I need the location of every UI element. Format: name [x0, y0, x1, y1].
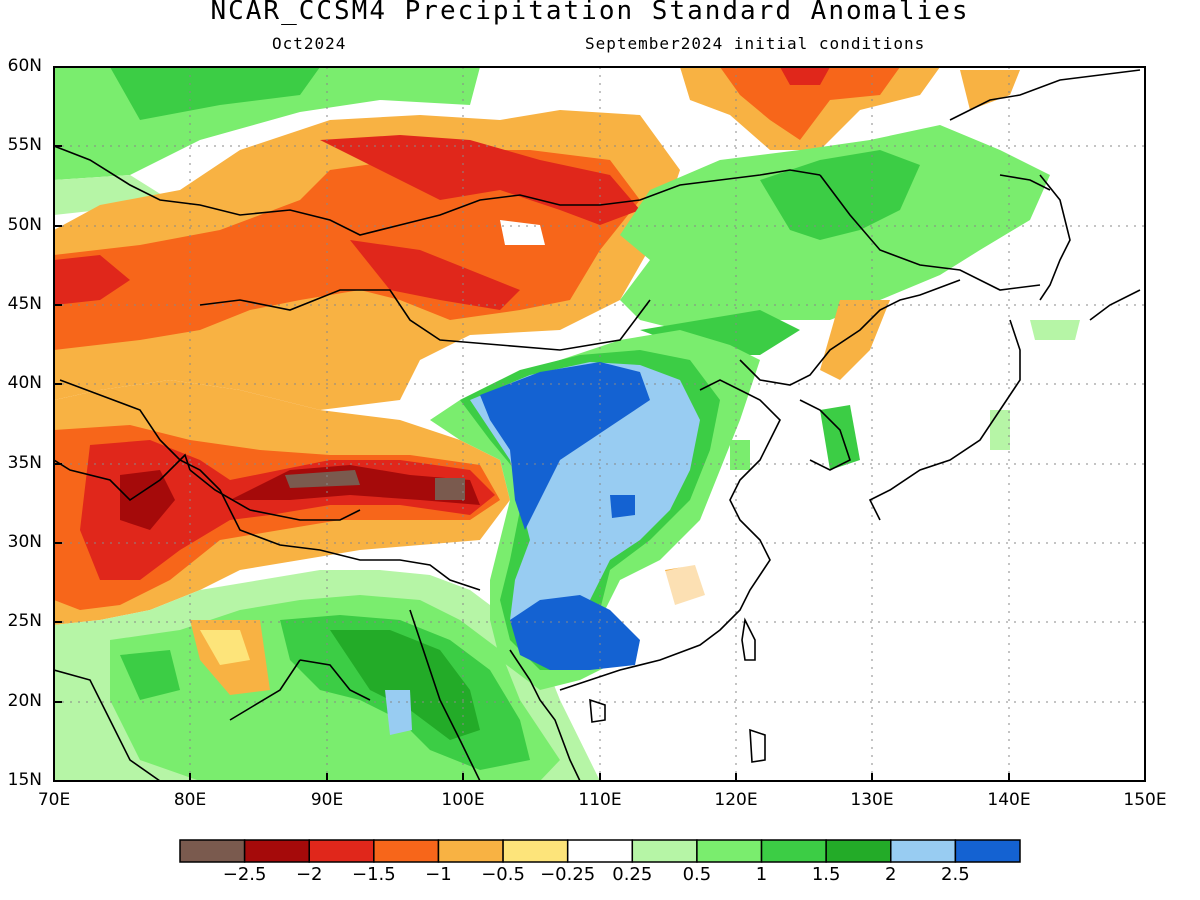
lat-label: 55N: [7, 135, 42, 155]
lat-label: 15N: [7, 770, 42, 790]
colorbar-swatch: [631, 839, 698, 863]
colorbar-label: −0.5: [481, 864, 525, 885]
colorbar-label: 2: [885, 864, 897, 885]
map-title: NCAR_CCSM4 Precipitation Standard Anomal…: [210, 0, 970, 26]
colorbar-swatch: [308, 839, 375, 863]
lon-label: 130E: [850, 790, 894, 810]
lat-label: 25N: [7, 611, 42, 631]
lon-label: 150E: [1123, 790, 1167, 810]
lon-label: 140E: [987, 790, 1031, 810]
colorbar-swatch: [890, 839, 957, 863]
anomaly-field: [54, 67, 1145, 781]
colorbar-label: 2.5: [941, 864, 970, 885]
colorbar-swatch: [179, 839, 246, 863]
lat-label: 20N: [7, 691, 42, 711]
colorbar-swatch: [825, 839, 892, 863]
colorbar-swatch: [502, 839, 569, 863]
colorbar-label: 1.5: [811, 864, 841, 885]
coastlines: [54, 69, 1141, 781]
colorbar-swatch: [566, 839, 634, 863]
lon-label: 80E: [173, 790, 207, 810]
colorbar-swatch: [437, 839, 504, 863]
colorbar-swatch: [954, 839, 1021, 863]
colorbar-label: 1: [755, 864, 768, 885]
colorbar-label: −1: [425, 864, 452, 885]
lon-label: 120E: [714, 790, 758, 810]
forecast-month: Oct2024: [272, 34, 347, 53]
lat-label: 35N: [7, 453, 42, 473]
lat-label: 45N: [7, 294, 42, 314]
lat-label: 30N: [7, 532, 42, 552]
gridlines: [54, 67, 1145, 781]
lat-label: 60N: [7, 56, 42, 76]
lon-label: 110E: [578, 790, 622, 810]
lat-label: 50N: [7, 215, 42, 235]
colorbar-label: 0.5: [682, 864, 712, 885]
initial-conditions: September2024 initial conditions: [585, 34, 926, 53]
colorbar-label: 0.25: [612, 864, 653, 885]
axis-ticks: [54, 145, 1010, 781]
lon-label: 100E: [441, 790, 485, 810]
colorbar-label: −2.5: [222, 864, 267, 885]
colorbar-label: −1.5: [351, 864, 396, 885]
lon-label: 70E: [37, 790, 71, 810]
colorbar-swatch: [696, 839, 763, 863]
lon-label: 90E: [310, 790, 344, 810]
colorbar-label: −0.25: [540, 864, 596, 885]
colorbar-swatch: [243, 839, 310, 863]
colorbar: [179, 839, 1021, 863]
colorbar-swatch: [373, 839, 440, 863]
colorbar-swatch: [760, 839, 827, 863]
colorbar-label: −2: [295, 864, 323, 885]
lat-label: 40N: [7, 373, 42, 393]
